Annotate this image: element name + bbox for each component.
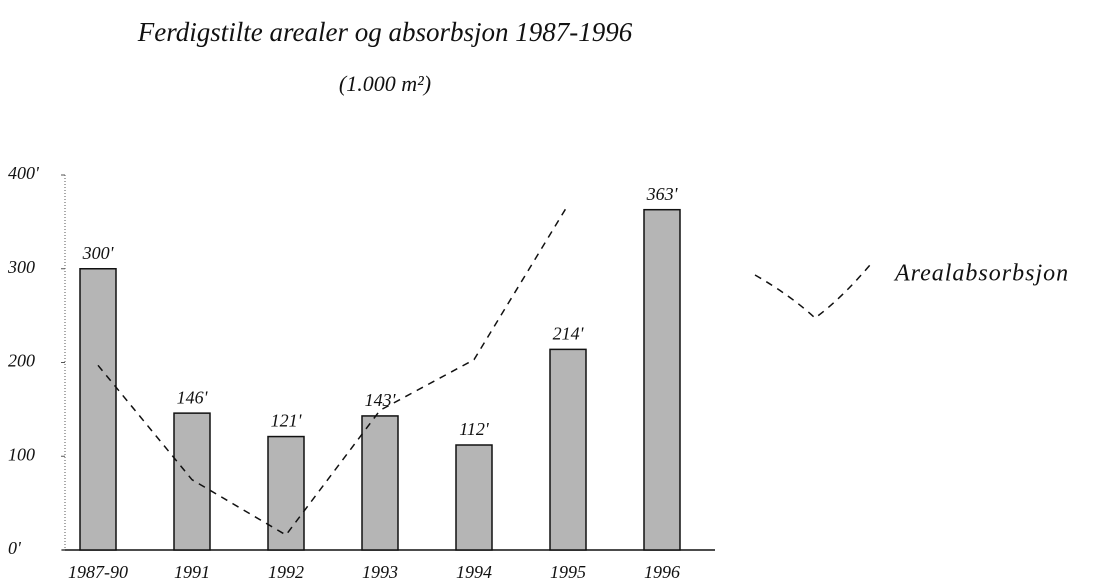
x-tick-label: 1992 [268, 562, 304, 582]
bar [79, 268, 117, 551]
bar [173, 412, 211, 551]
data-label: 300' [82, 243, 115, 263]
data-label: 112' [459, 419, 490, 439]
chart-subtitle: (1.000 m²) [339, 71, 431, 96]
y-tick-label: 200 [8, 351, 35, 371]
legend-line [754, 264, 871, 319]
bar [455, 444, 493, 551]
y-tick-label: 100 [8, 444, 35, 464]
bar [361, 415, 399, 551]
x-tick-label: 1994 [456, 562, 492, 582]
bar [267, 435, 305, 551]
data-label: 146' [177, 387, 209, 407]
chart-title: Ferdigstilte arealer og absorbsjon 1987-… [137, 17, 633, 47]
data-label: 363' [646, 184, 679, 204]
y-tick-label: 300 [7, 257, 35, 277]
y-tick-label: 0' [8, 538, 22, 558]
x-tick-label: 1993 [362, 562, 398, 582]
x-tick-label: 1996 [644, 562, 680, 582]
line [97, 204, 569, 536]
x-tick-label: 1995 [550, 562, 586, 582]
y-tick-label: 400' [8, 163, 40, 183]
data-label: 214' [553, 324, 585, 344]
data-label: 143' [365, 390, 397, 410]
bar [643, 208, 681, 551]
x-tick-label: 1991 [174, 562, 210, 582]
legend-label: Arealabsorbsjon [893, 261, 1069, 287]
x-tick-label: 1987-90 [68, 562, 128, 582]
bar [549, 348, 587, 551]
data-label: 121' [271, 411, 303, 431]
